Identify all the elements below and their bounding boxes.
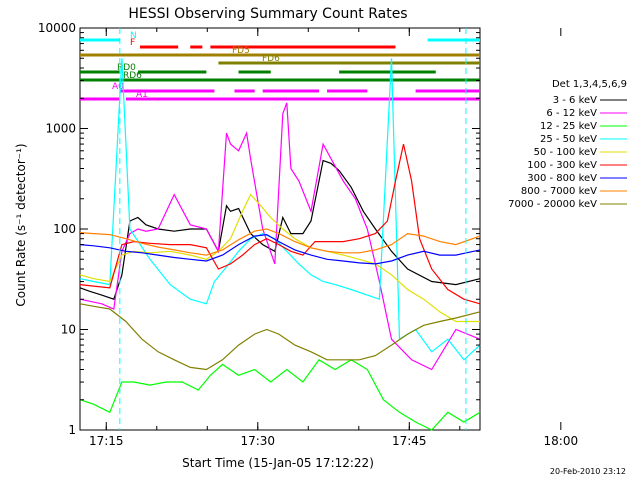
series-line (79, 228, 481, 256)
legend-entry-label: 6 - 12 keV (546, 108, 597, 119)
flag-bar-label: RD6 (123, 71, 142, 81)
x-tick-label: 18:00 (544, 434, 579, 448)
legend-title: Det 1,3,4,5,6,9 (552, 79, 627, 90)
legend-entry-label: 800 - 7000 keV (521, 186, 597, 197)
flag-bar-label: N (130, 31, 137, 41)
flag-bar-label: F (130, 38, 135, 48)
series-group (79, 58, 481, 431)
legend-entry-label: 100 - 300 keV (527, 160, 597, 171)
legend-entry-label: 12 - 25 keV (540, 121, 597, 132)
series-line (79, 102, 481, 371)
flag-bar-label: FD6 (262, 54, 280, 64)
y-axis-label: Count Rate (s⁻¹ detector⁻¹) (14, 143, 28, 306)
series-line (79, 58, 481, 361)
flag-bar-label: FD5 (232, 46, 250, 56)
flag-bar-label: RD0 (117, 63, 136, 73)
legend: 3 - 6 keV 6 - 12 keV 12 - 25 keV 25 - 50 ke… (508, 95, 627, 210)
chart-title: HESSI Observing Summary Count Rates (128, 6, 407, 22)
date-stamp: 20-Feb-2010 23:12 (550, 467, 626, 476)
y-tick-label: 1000 (45, 122, 76, 136)
x-tick-label: 17:30 (240, 434, 275, 448)
legend-entry-label: 300 - 800 keV (527, 173, 597, 184)
series-line (79, 303, 481, 371)
legend-entry-label: 50 - 100 keV (534, 147, 598, 158)
series-line (79, 359, 481, 431)
legend-entry-label: 7000 - 20000 keV (508, 199, 597, 210)
flag-bar-label: A0 (112, 82, 124, 92)
flag-bar-label: A1 (136, 90, 148, 100)
y-tick-label: 10000 (38, 21, 76, 35)
legend-entry-label: 3 - 6 keV (553, 95, 597, 106)
series-line (79, 233, 481, 265)
series-line (79, 193, 480, 323)
series-line (79, 159, 481, 300)
y-tick-labels: 1 10 100 1000 10000 (38, 21, 76, 437)
y-tick-label: 10 (61, 323, 76, 337)
x-tick-label: 17:45 (392, 434, 427, 448)
legend-entry-label: 25 - 50 keV (540, 134, 597, 145)
y-tick-label: 100 (53, 222, 76, 236)
y-tick-label: 1 (68, 423, 76, 437)
x-tick-label: 17:15 (89, 434, 124, 448)
vertical-markers (119, 28, 467, 430)
x-axis-label: Start Time (15-Jan-05 17:12:22) (182, 456, 374, 470)
series-line (79, 143, 481, 305)
